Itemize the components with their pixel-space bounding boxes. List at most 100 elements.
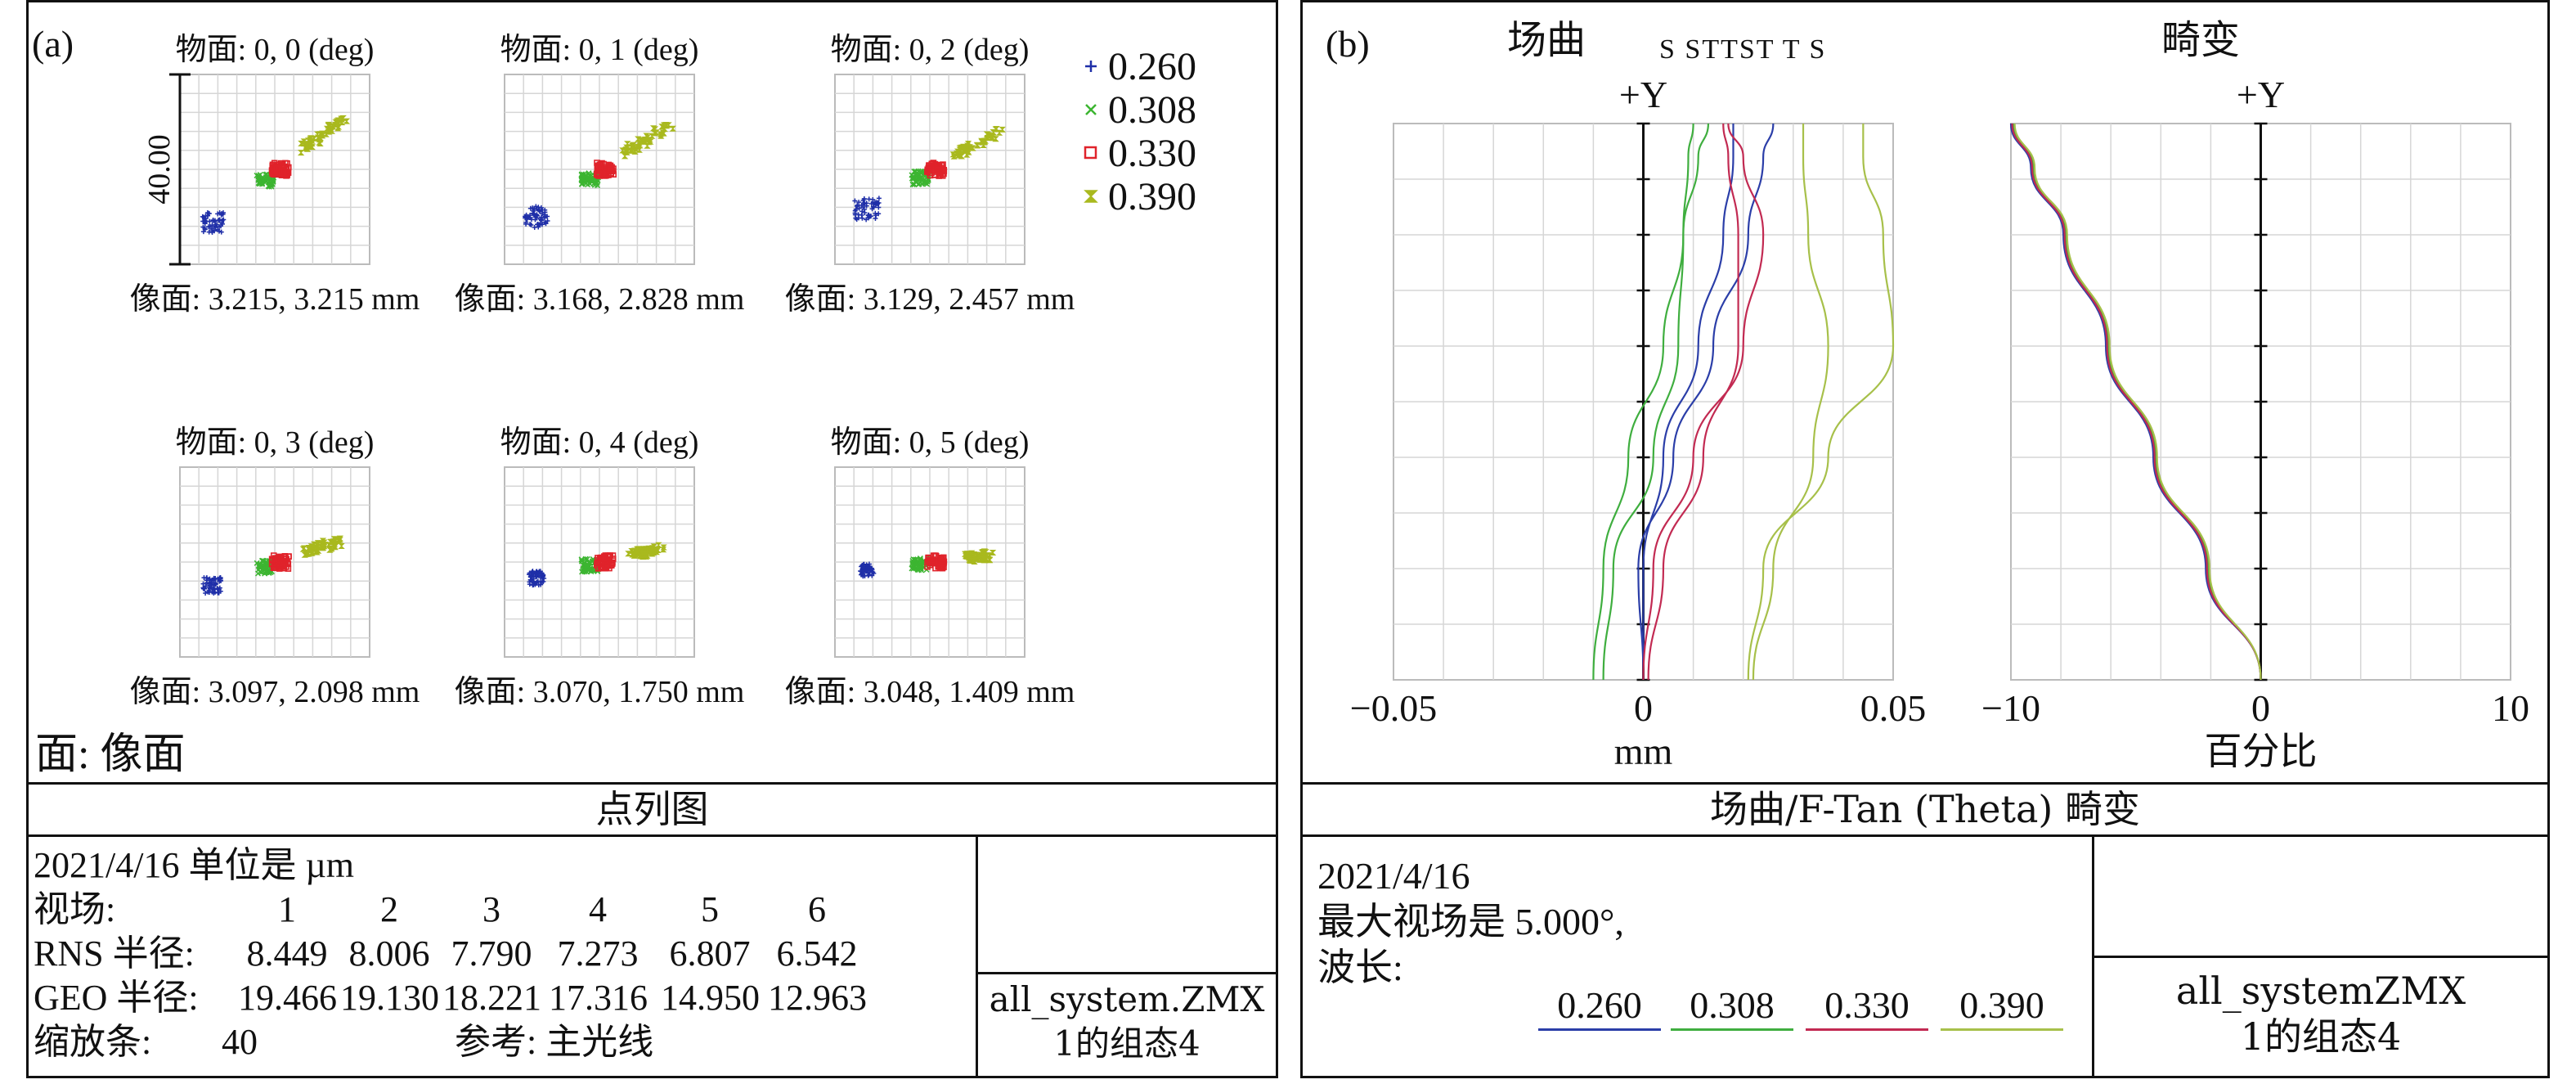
file-name: all_systemZMX — [2175, 969, 2466, 1013]
spot-point-0.330 — [926, 164, 932, 171]
field-curvature-plot: (b) +Y −0.05 0 0.05 mm +Y −10 0 10 百分比 场曲 畸变 S STTST … — [1326, 19, 2529, 772]
surface-label: 面: 像面 — [35, 731, 185, 778]
spot-point-0.390 — [980, 139, 987, 146]
spot-field-1: 物面: 0, 0 (deg) 像面: 3.215, 3.215 mm — [130, 33, 420, 317]
spot-field-2: 物面: 0, 1 (deg) 像面: 3.168, 2.828 mm — [455, 33, 745, 317]
spot-point-0.260 — [209, 589, 215, 595]
rms-value: 6.807 — [669, 933, 751, 974]
spot-point-0.308 — [914, 565, 921, 572]
spot-point-0.260 — [530, 570, 536, 576]
wavelength-0.308: 0.308 — [1671, 983, 1793, 1031]
spot-point-0.260 — [859, 202, 864, 208]
spot-point-0.260 — [203, 590, 209, 596]
spot-point-0.260 — [531, 582, 536, 587]
field-number: 3 — [482, 889, 500, 929]
spot-point-0.390 — [298, 140, 305, 146]
spot-point-0.390 — [636, 552, 644, 559]
spot-point-0.390 — [650, 543, 657, 550]
spot-point-0.390 — [649, 550, 657, 556]
spot-point-0.260 — [201, 214, 207, 220]
spot-point-0.260 — [542, 214, 548, 219]
spot-field-6: 物面: 0, 5 (deg) 像面: 3.048, 1.409 mm — [785, 425, 1075, 709]
spot-point-0.260 — [206, 585, 212, 591]
spot-point-0.308 — [585, 563, 592, 569]
spot-point-0.260 — [528, 578, 534, 583]
divider — [2092, 956, 2547, 958]
rms-value: 8.006 — [348, 933, 430, 974]
spot-point-0.390 — [322, 131, 330, 137]
legend-marker — [1084, 190, 1098, 203]
field-object-label: 物面: 0, 4 (deg) — [500, 425, 699, 460]
spot-point-0.390 — [981, 557, 989, 564]
spot-point-0.390 — [660, 544, 667, 551]
config-name: 1的组态4 — [2240, 1014, 2402, 1059]
scale-bar-value: 40 — [222, 1022, 258, 1062]
field-number: 4 — [589, 889, 607, 929]
spot-point-0.308 — [255, 175, 262, 182]
spot-point-0.260 — [539, 570, 545, 576]
spot-point-0.390 — [970, 558, 977, 564]
field-number: 5 — [701, 889, 719, 929]
spot-point-0.390 — [303, 146, 312, 152]
spot-point-0.390 — [343, 118, 351, 124]
spot-point-0.390 — [297, 150, 305, 156]
series-line-0.308-T — [1602, 123, 1694, 681]
spot-point-0.260 — [535, 569, 541, 575]
geo-value: 14.950 — [661, 978, 760, 1018]
spot-point-0.260 — [532, 214, 538, 220]
spot-point-0.260 — [217, 585, 222, 591]
field-curvature-chart: +Y −0.05 0 0.05 mm — [1350, 74, 1926, 772]
spot-point-0.260 — [537, 578, 543, 584]
spot-point-0.390 — [969, 145, 976, 151]
scale-bar-label: 缩放条: — [34, 1022, 152, 1062]
scale-bar: 40.00 — [142, 73, 191, 266]
spot-point-0.308 — [582, 173, 590, 179]
spot-point-0.260 — [869, 573, 875, 578]
field-number: 1 — [278, 889, 296, 929]
spot-point-0.390 — [319, 541, 326, 547]
spot-point-0.260 — [875, 201, 881, 207]
spot-point-0.308 — [909, 558, 916, 564]
rms-value: 7.273 — [557, 933, 639, 974]
field-object-label: 物面: 0, 1 (deg) — [500, 33, 699, 67]
spot-point-0.390 — [330, 536, 339, 542]
spot-point-0.330 — [284, 560, 291, 566]
x-tick-label: −10 — [1981, 687, 2040, 729]
field-number: 2 — [380, 889, 398, 929]
spot-point-0.308 — [254, 172, 260, 179]
spot-point-0.260 — [523, 215, 528, 221]
spot-point-0.390 — [313, 542, 321, 548]
spot-point-0.260 — [218, 229, 224, 235]
field-curvature-title: 场曲/F-Tan (Theta) 畸变 — [1710, 787, 2140, 831]
spot-point-0.260 — [201, 575, 207, 581]
spot-point-0.308 — [917, 556, 923, 563]
spot-point-0.330 — [271, 560, 278, 567]
spot-diagram-plot: (a) 物面: 0, 0 (deg)像面: 3.215, 3.215 mm物面: … — [32, 23, 1196, 778]
spot-point-0.330 — [601, 555, 608, 562]
spot-point-0.390 — [314, 131, 321, 137]
spot-field-3: 物面: 0, 2 (deg) 像面: 3.129, 2.457 mm — [785, 33, 1075, 317]
spot-point-0.390 — [316, 136, 323, 142]
spot-point-0.260 — [530, 210, 536, 216]
field-image-label: 像面: 3.129, 2.457 mm — [785, 282, 1075, 317]
x-tick-label: −0.05 — [1350, 687, 1437, 729]
spot-point-0.260 — [527, 222, 533, 227]
spot-point-0.390 — [655, 542, 662, 548]
field-number: 6 — [808, 889, 826, 929]
spot-point-0.330 — [278, 553, 285, 560]
spot-point-0.390 — [644, 546, 651, 552]
spot-point-0.390 — [960, 143, 967, 150]
spot-point-0.308 — [256, 562, 263, 569]
legend-item-0.308: 0.308 — [1085, 88, 1196, 132]
legend-item-0.390: 0.390 — [1084, 175, 1196, 218]
spot-point-0.308 — [912, 178, 918, 185]
spot-point-0.308 — [918, 558, 924, 564]
spot-point-0.308 — [262, 560, 268, 567]
geo-value: 19.466 — [238, 978, 337, 1018]
legend-item-0.330: 0.330 — [1084, 132, 1196, 175]
spot-point-0.308 — [258, 569, 265, 576]
legend-item-0.260: 0.260 — [1085, 45, 1196, 88]
spot-point-0.390 — [964, 553, 972, 560]
spot-point-0.390 — [625, 551, 632, 557]
spot-point-0.260 — [871, 205, 877, 210]
